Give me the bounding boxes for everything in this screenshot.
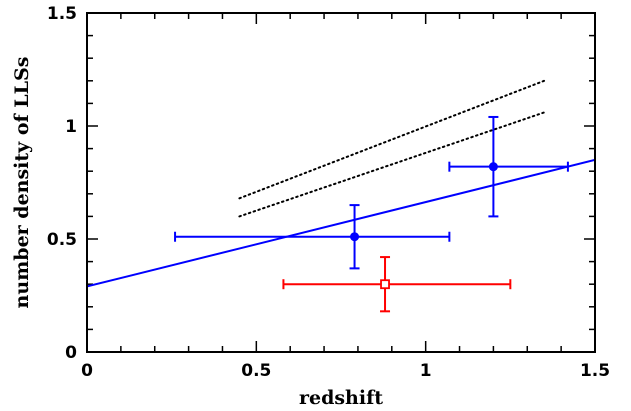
data-point: [488, 162, 498, 172]
x-tick-label: 1: [420, 361, 432, 381]
y-tick-label: 0.5: [47, 230, 77, 250]
points-layer: [174, 115, 569, 313]
y-tick-label: 1: [65, 117, 77, 137]
lines-layer: [87, 79, 595, 288]
data-point: [350, 232, 360, 242]
x-tick-label: 0.5: [241, 361, 271, 381]
x-tick-label: 0: [81, 361, 93, 381]
dotted-line: [238, 79, 546, 200]
data-point: [380, 279, 390, 290]
dotted-line: [238, 111, 546, 218]
x-tick-label: 1.5: [580, 361, 610, 381]
y-tick-label: 0: [65, 343, 77, 363]
labels-layer: 0 0.5 1 1.5 0 0.5 1 1.5: [47, 4, 610, 381]
plot-frame: [86, 12, 596, 353]
y-tick-label: 1.5: [47, 4, 77, 24]
x-axis-title: redshift: [299, 387, 383, 409]
fit-line: [87, 158, 595, 288]
y-axis-title: number density of LLSs: [11, 57, 33, 309]
